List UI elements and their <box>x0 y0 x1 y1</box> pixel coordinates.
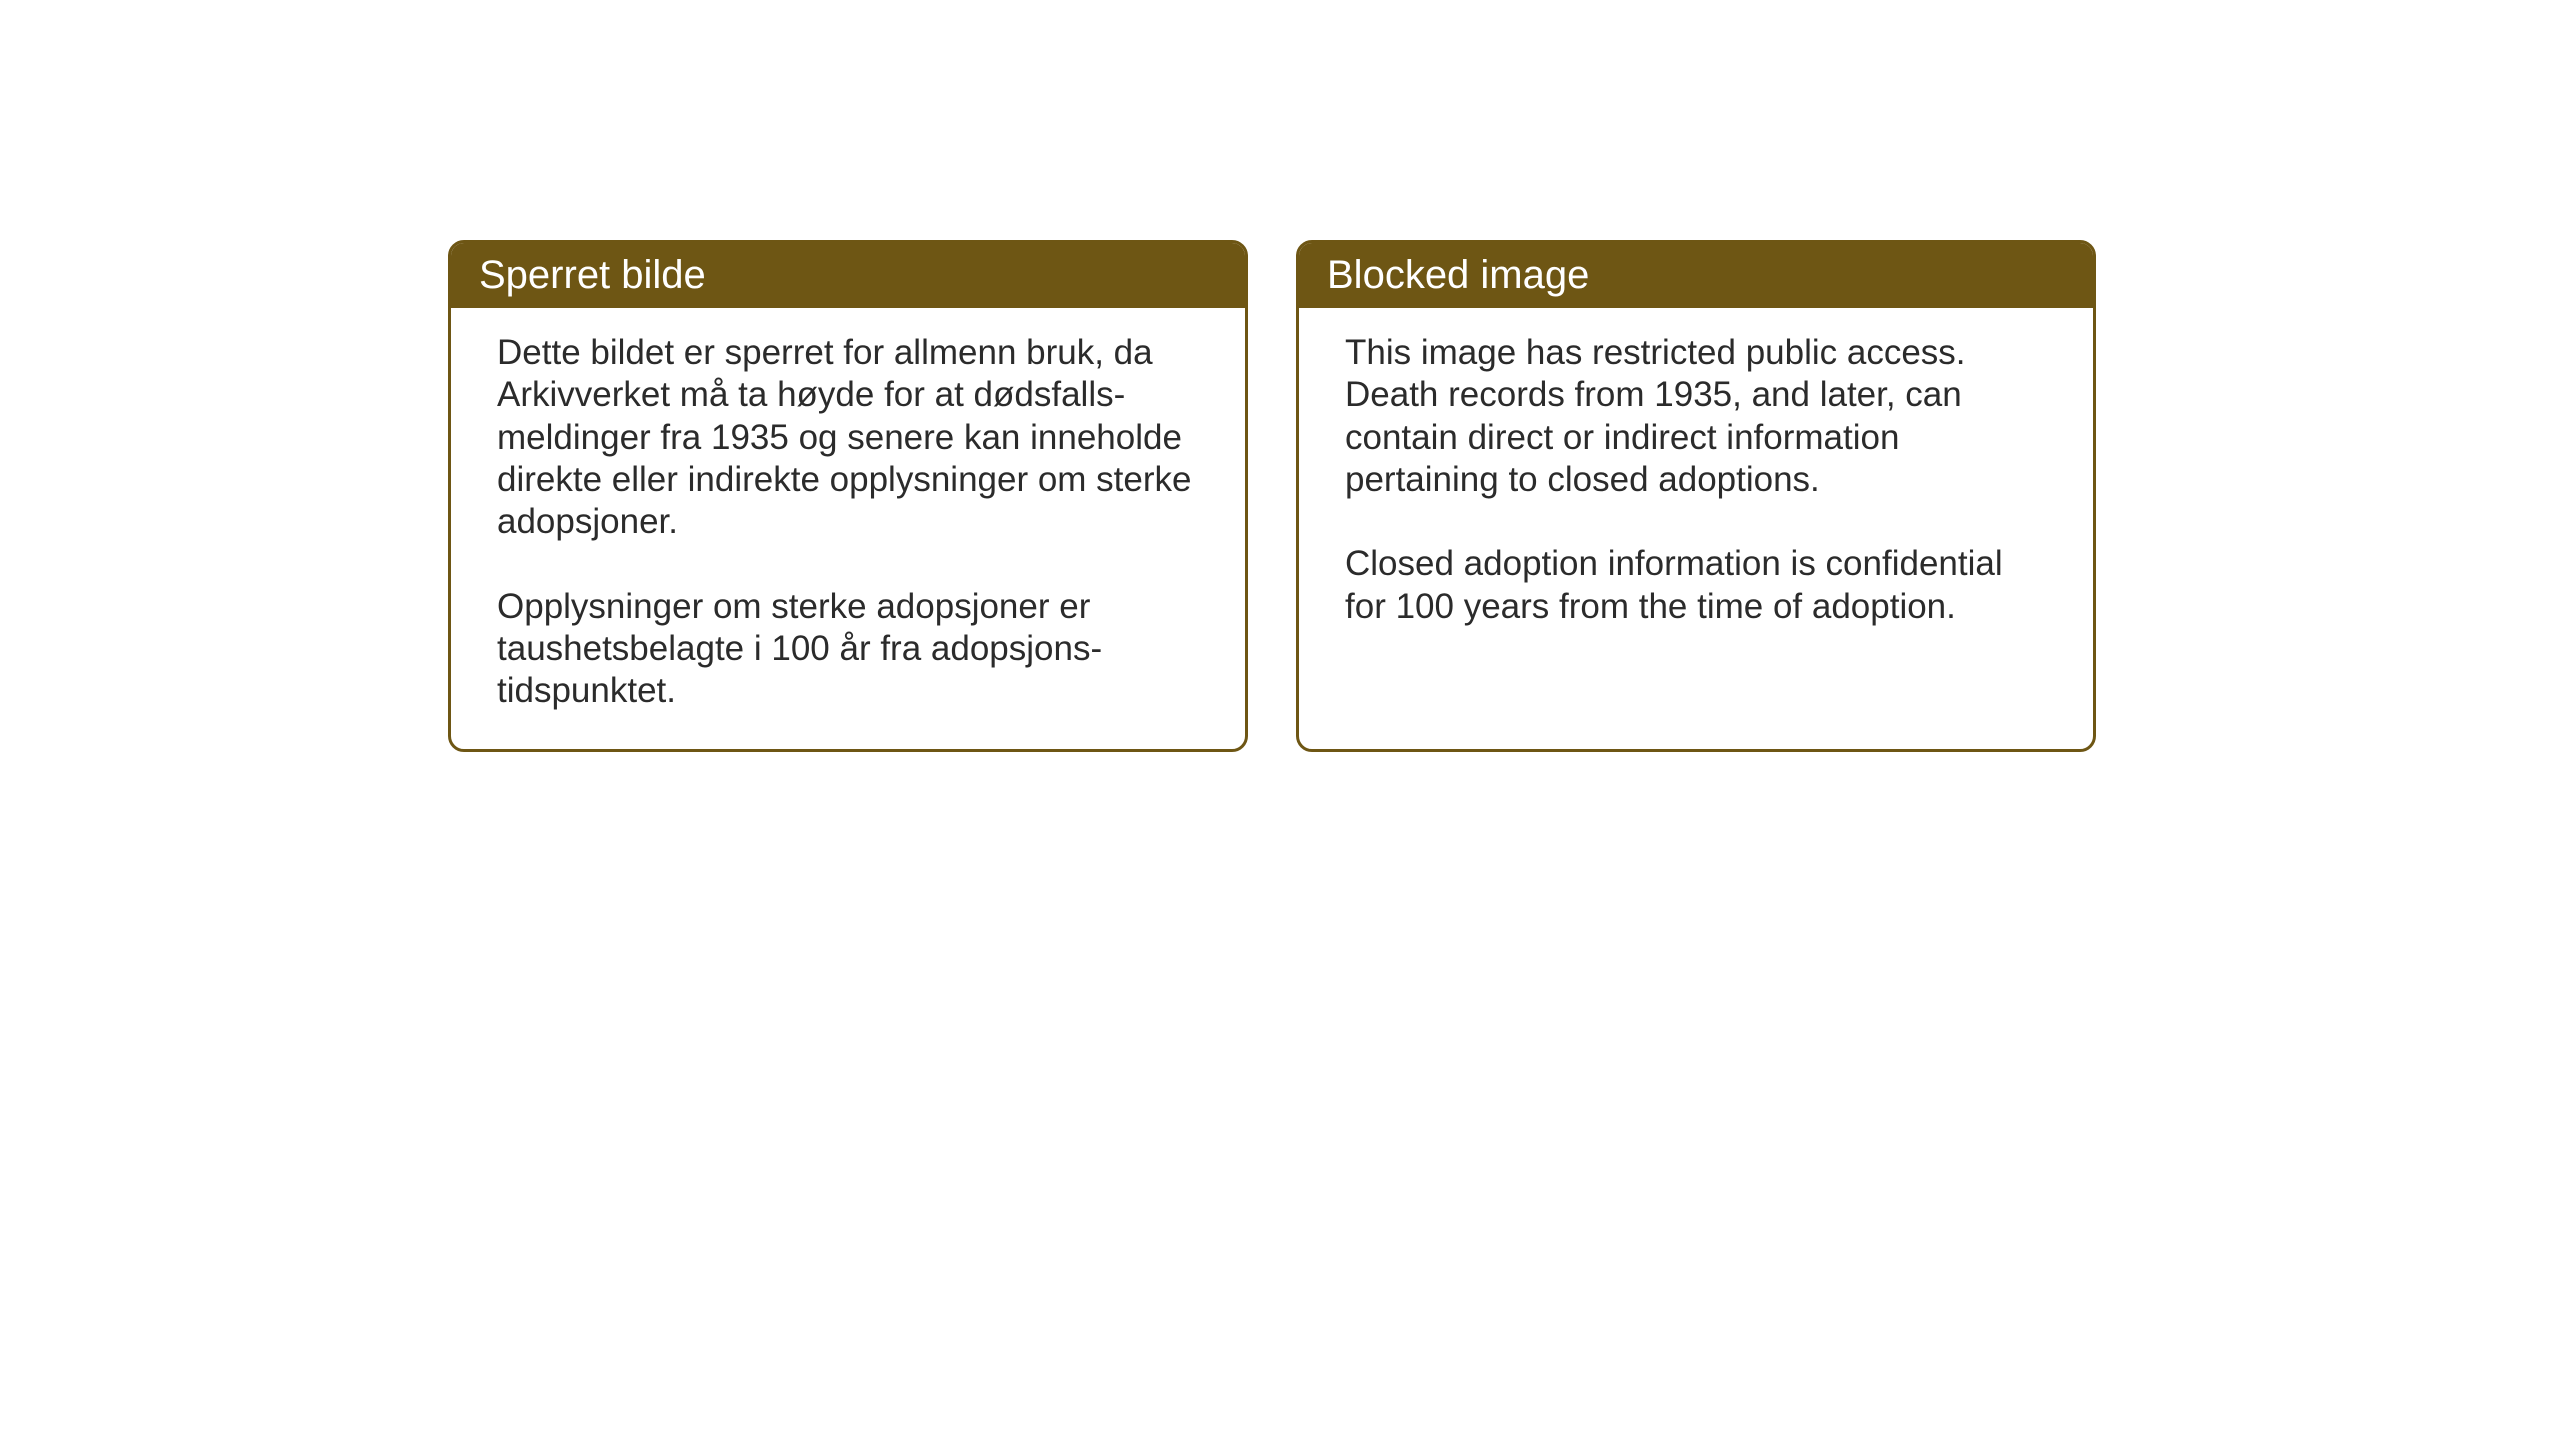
notice-paragraph-2-english: Closed adoption information is confident… <box>1345 543 2047 628</box>
notice-paragraph-1-english: This image has restricted public access.… <box>1345 332 2047 501</box>
notice-card-english: Blocked image This image has restricted … <box>1296 240 2096 752</box>
notice-container: Sperret bilde Dette bildet er sperret fo… <box>448 240 2096 752</box>
notice-header-norwegian: Sperret bilde <box>451 243 1245 308</box>
notice-title-norwegian: Sperret bilde <box>479 253 706 297</box>
notice-paragraph-2-norwegian: Opplysninger om sterke adopsjoner er tau… <box>497 586 1199 713</box>
notice-card-norwegian: Sperret bilde Dette bildet er sperret fo… <box>448 240 1248 752</box>
notice-paragraph-1-norwegian: Dette bildet er sperret for allmenn bruk… <box>497 332 1199 544</box>
notice-header-english: Blocked image <box>1299 243 2093 308</box>
notice-body-norwegian: Dette bildet er sperret for allmenn bruk… <box>451 308 1245 749</box>
notice-title-english: Blocked image <box>1327 253 1589 297</box>
notice-body-english: This image has restricted public access.… <box>1299 308 2093 664</box>
